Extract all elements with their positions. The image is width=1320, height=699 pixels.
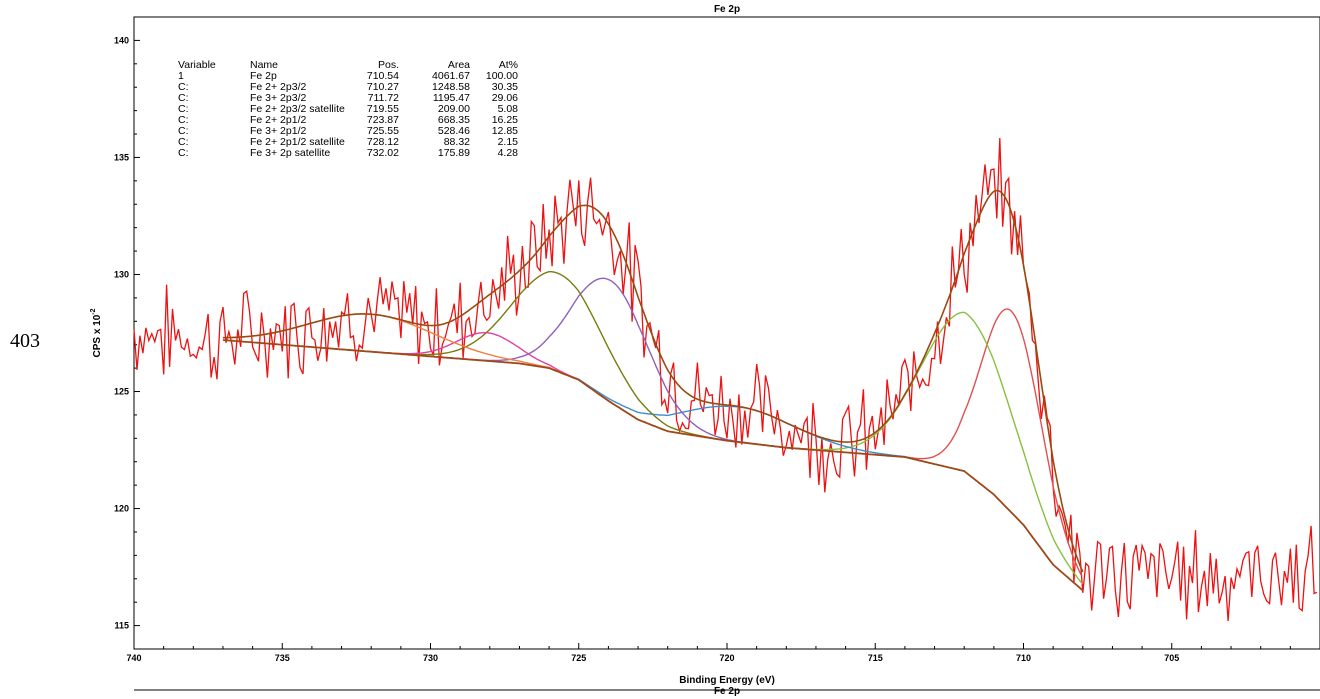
legend-cell-3-1: Fe 2+ 2p3/2 satellite <box>250 103 345 115</box>
x-tick-label: 710 <box>1016 653 1031 663</box>
background-line <box>222 339 1084 592</box>
x-tick-label: 720 <box>719 653 734 663</box>
component-line-2 <box>445 356 1033 538</box>
component-line-6 <box>222 313 698 437</box>
legend-header-0: Variable <box>178 59 216 71</box>
legend-header-2: Pos. <box>378 59 399 71</box>
chart-title: Fe 2p <box>714 4 740 15</box>
y-tick-label: 135 <box>114 152 129 162</box>
legend-cell-0-2: 710.54 <box>367 70 399 82</box>
legend-cell-0-4: 100.00 <box>486 70 518 82</box>
component-line-4 <box>323 271 792 449</box>
component-line-5 <box>330 332 644 423</box>
line-number: 403 <box>10 330 40 352</box>
legend-cell-4-3: 668.35 <box>438 114 470 126</box>
legend-header-3: Area <box>448 59 470 71</box>
envelope-line <box>222 189 1084 573</box>
legend-cell-5-1: Fe 3+ 2p1/2 <box>250 125 306 137</box>
y-tick-label: 120 <box>114 504 129 514</box>
x-tick-label: 730 <box>423 653 438 663</box>
legend-cell-1-1: Fe 2+ 2p3/2 <box>250 81 306 93</box>
legend-header-1: Name <box>250 59 278 71</box>
y-axis-label-text: CPS x 10 <box>92 314 103 357</box>
legend-cell-7-3: 175.89 <box>438 147 470 159</box>
legend-cell-2-3: 1195.47 <box>433 92 470 104</box>
legend-cell-2-0: C: <box>178 92 189 104</box>
x-tick-label: 725 <box>571 653 586 663</box>
legend-cell-2-2: 711.72 <box>368 92 399 104</box>
legend-cell-5-4: 12.85 <box>492 125 518 137</box>
legend-cell-3-2: 719.55 <box>367 103 399 115</box>
legend-cell-5-2: 725.55 <box>367 125 399 137</box>
legend-header-4: At% <box>499 59 518 71</box>
legend-table: Variable Name Pos. Area At% 1 Fe 2p 710.54 4061.… <box>178 59 518 159</box>
x-axis: 740 735 730 725 720 715 710 705 <box>126 643 1291 663</box>
legend-cell-7-0: C: <box>178 147 189 159</box>
x-tick-label: 735 <box>275 653 290 663</box>
x-axis-label: Binding Energy (eV) <box>679 675 775 686</box>
legend-cell-1-2: 710.27 <box>367 81 399 93</box>
legend-cell-0-3: 4061.67 <box>432 70 470 82</box>
legend-cell-1-3: 1248.58 <box>432 81 470 93</box>
legend-cell-3-4: 5.08 <box>498 103 519 115</box>
legend-cell-6-0: C: <box>178 136 189 148</box>
legend-cell-5-0: C: <box>178 125 189 137</box>
legend-cell-5-3: 528.46 <box>438 125 470 137</box>
y-axis: 115 120 125 130 135 140 <box>114 16 140 650</box>
y-tick-label: 115 <box>114 621 129 631</box>
y-tick-label: 130 <box>114 269 129 279</box>
legend-cell-7-1: Fe 3+ 2p satellite <box>250 147 330 159</box>
legend-cell-1-4: 30.35 <box>492 81 518 93</box>
legend-cell-4-1: Fe 2+ 2p1/2 <box>250 114 306 126</box>
x-tick-label: 705 <box>1164 653 1179 663</box>
legend-cell-2-4: 29.06 <box>492 92 518 104</box>
legend-cell-4-2: 723.87 <box>367 114 399 126</box>
legend-cell-6-1: Fe 2+ 2p1/2 satellite <box>250 136 345 148</box>
legend-cell-0-1: Fe 2p <box>250 70 277 82</box>
y-axis-label: CPS x 10-2 <box>90 308 103 357</box>
y-tick-label: 125 <box>114 387 129 397</box>
legend-cell-6-4: 2.15 <box>498 136 519 148</box>
curves <box>133 137 1318 621</box>
legend-cell-3-0: C: <box>178 103 189 115</box>
legend-cell-0-0: 1 <box>178 70 184 82</box>
x-tick-label: 715 <box>868 653 883 663</box>
bottom-chart-title: Fe 2p <box>714 686 740 697</box>
legend-cell-6-2: 728.12 <box>367 136 399 148</box>
y-tick-label: 140 <box>114 35 129 45</box>
component-line-3 <box>415 277 808 450</box>
legend-cell-6-3: 88.32 <box>444 136 470 148</box>
component-line-0 <box>855 308 1083 577</box>
legend-cell-2-1: Fe 3+ 2p3/2 <box>250 92 306 104</box>
legend-cell-4-4: 16.25 <box>492 114 518 126</box>
legend-cell-7-2: 732.02 <box>367 147 399 159</box>
x-tick-label: 740 <box>126 653 141 663</box>
y-axis-label-exponent: -2 <box>90 308 97 314</box>
legend-cell-7-4: 4.28 <box>498 147 519 159</box>
raw-data-line <box>133 137 1318 621</box>
legend-cell-4-0: C: <box>178 114 189 126</box>
legend-cell-1-0: C: <box>178 81 189 93</box>
legend-cell-3-3: 209.00 <box>438 103 470 115</box>
